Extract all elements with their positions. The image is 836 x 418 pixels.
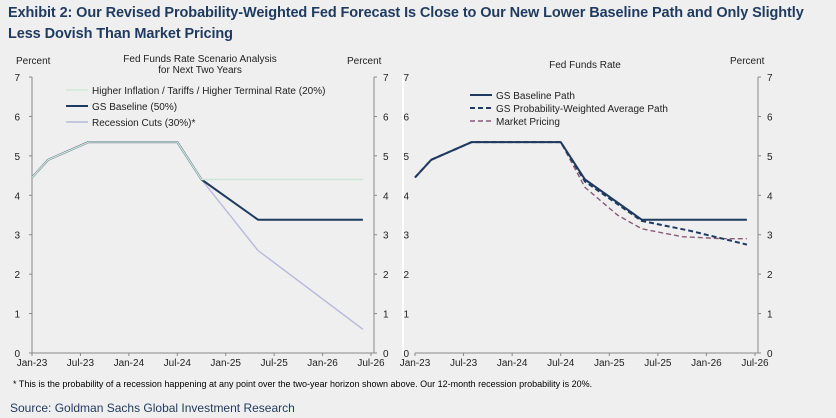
series-line: [31, 141, 363, 181]
legend-label: GS Baseline Path: [496, 91, 575, 102]
y-tick-label-right: 2: [383, 270, 389, 281]
series-line: [414, 141, 747, 221]
source-note: Source: Goldman Sachs Global Investment …: [10, 401, 295, 415]
y-tick-label-left: 6: [403, 112, 409, 123]
x-tick-label: Jul-23: [67, 358, 95, 369]
series-line: [414, 141, 748, 246]
x-tick-label: Jul-25: [644, 358, 672, 369]
legend-label: Market Pricing: [496, 117, 560, 128]
y-tick-label-right: 0: [383, 349, 389, 360]
y-tick-label-left: 6: [14, 112, 20, 123]
y-tick-label-left: 4: [403, 191, 409, 202]
series-line: [31, 141, 363, 221]
y-axis-label-right: Percent: [347, 56, 382, 67]
y-tick-label-right: 3: [767, 231, 773, 242]
chart-title-line: for Next Two Years: [158, 65, 242, 76]
y-tick-label-right: 4: [767, 191, 773, 202]
legend-label: Recession Cuts (30%)*: [92, 118, 195, 129]
x-tick-label: Jan-26: [307, 358, 338, 369]
y-tick-label-left: 1: [14, 310, 20, 321]
y-tick-label-right: 1: [383, 310, 389, 321]
y-tick-label-left: 3: [14, 231, 20, 242]
x-tick-label: Jan-25: [210, 358, 241, 369]
y-tick-label-right: 0: [767, 349, 773, 360]
x-tick-label: Jul-23: [450, 358, 478, 369]
y-tick-label-left: 3: [403, 231, 409, 242]
y-tick-label-right: 5: [767, 152, 773, 163]
x-tick-label: Jul-25: [261, 358, 289, 369]
y-tick-label-left: 7: [14, 73, 20, 84]
y-tick-label-left: 5: [403, 152, 409, 163]
x-tick-label: Jul-24: [164, 358, 192, 369]
y-tick-label-left: 0: [403, 349, 409, 360]
chart-title-line: Fed Funds Rate: [549, 60, 621, 71]
y-tick-label-right: 5: [383, 152, 389, 163]
y-tick-label-left: 0: [14, 349, 20, 360]
legend-label: Higher Inflation / Tariffs / Higher Term…: [92, 86, 325, 97]
x-tick-label: Jul-26: [357, 358, 385, 369]
chart-title-line: Fed Funds Rate Scenario Analysis: [123, 54, 276, 65]
y-tick-label-right: 2: [767, 270, 773, 281]
series-line: [31, 141, 364, 330]
y-tick-label-left: 5: [14, 152, 20, 163]
y-tick-label-left: 1: [403, 310, 409, 321]
y-tick-label-right: 6: [767, 112, 773, 123]
legend-label: GS Probability-Weighted Average Path: [496, 104, 668, 115]
exhibit-title: Exhibit 2: Our Revised Probability-Weigh…: [8, 5, 804, 42]
y-tick-label-left: 4: [14, 191, 20, 202]
footnote: * This is the probability of a recession…: [13, 379, 593, 389]
y-tick-label-left: 2: [14, 270, 20, 281]
legend-label: GS Baseline (50%): [92, 102, 177, 113]
right-chart: Fed Funds Rate Percent 0 0 1 1 2 2 3 3 4 4 5 5 6 6 7 7 Jan…: [400, 56, 773, 369]
x-tick-label: Jul-24: [547, 358, 575, 369]
y-tick-label-right: 6: [383, 112, 389, 123]
series-line: [414, 141, 747, 240]
x-tick-label: Jul-26: [741, 358, 769, 369]
x-tick-label: Jan-23: [400, 358, 431, 369]
x-tick-label: Jan-23: [17, 358, 48, 369]
y-tick-label-right: 7: [383, 73, 389, 84]
y-tick-label-right: 7: [767, 73, 773, 84]
y-tick-label-right: 4: [383, 191, 389, 202]
x-tick-label: Jan-24: [497, 358, 528, 369]
y-tick-label-left: 2: [403, 270, 409, 281]
x-tick-label: Jan-26: [691, 358, 722, 369]
y-tick-label-left: 7: [403, 73, 409, 84]
y-axis-label-right: Percent: [730, 56, 765, 67]
x-tick-label: Jan-24: [114, 358, 145, 369]
y-tick-label-right: 3: [383, 231, 389, 242]
x-tick-label: Jan-25: [594, 358, 625, 369]
y-axis-label-left: Percent: [16, 56, 51, 67]
y-tick-label-right: 1: [767, 310, 773, 321]
